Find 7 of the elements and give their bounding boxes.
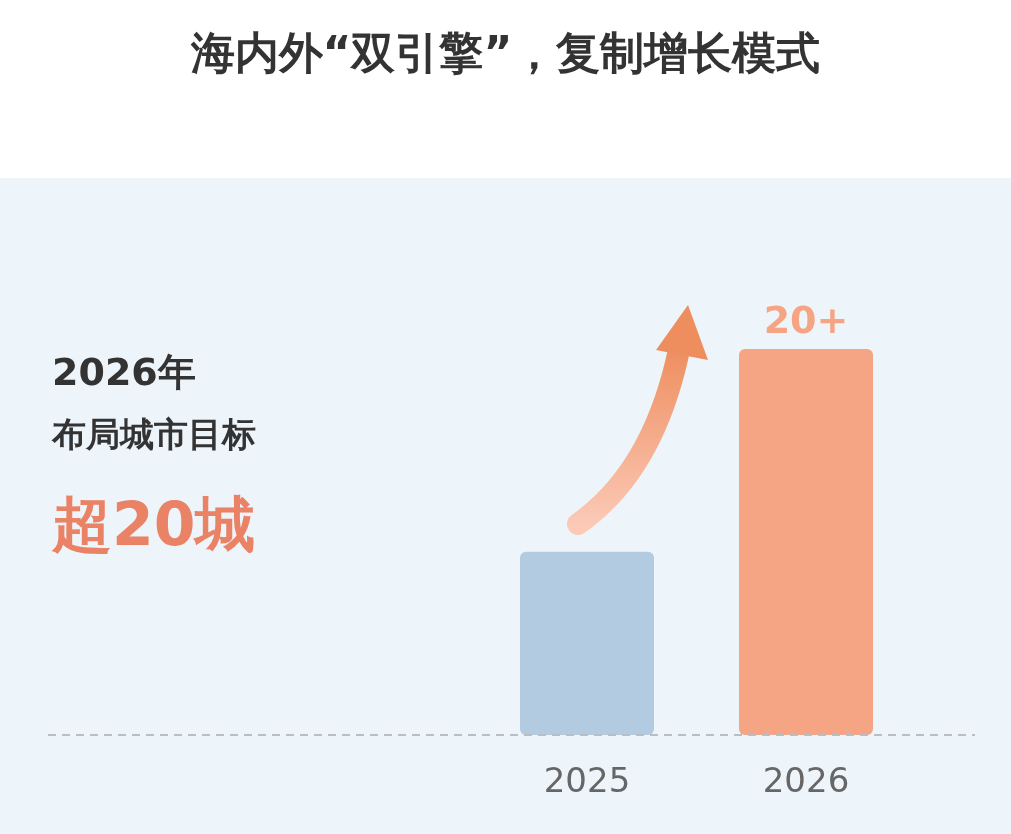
chart-title: 海内外“双引擎”，复制增长模式 <box>189 27 821 78</box>
text: 布局城市目标 <box>51 414 256 454</box>
data-label: 20+ <box>763 298 849 342</box>
x-tick-label: 2025 <box>543 760 631 800</box>
x-tick-label: 2026 <box>762 760 850 800</box>
text: 超20城 <box>51 489 256 559</box>
text: 2026年 <box>52 350 196 394</box>
